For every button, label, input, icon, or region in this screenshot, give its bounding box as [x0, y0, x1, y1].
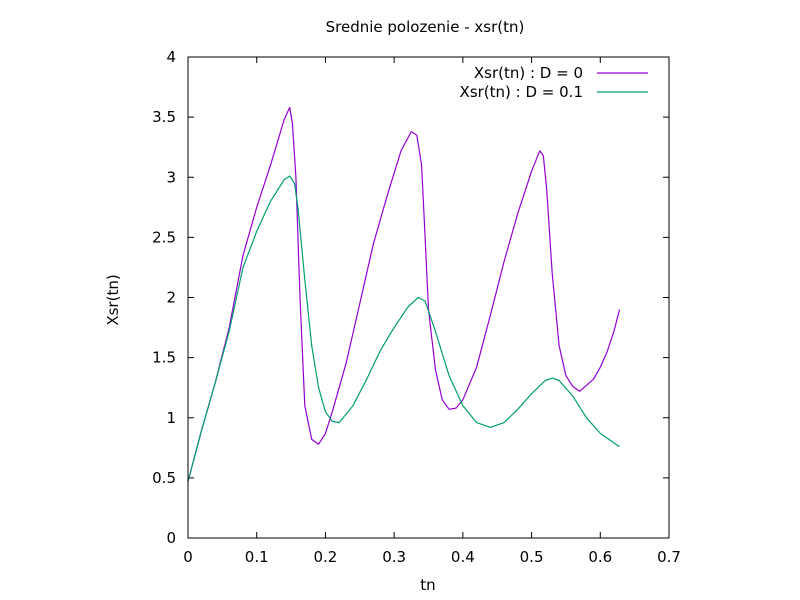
y-tick-label: 0 [166, 529, 176, 547]
y-tick-label: 2 [166, 289, 176, 307]
x-axis-label: tn [420, 576, 435, 594]
x-axis: 0 0.1 0.2 0.3 0.4 0.5 0.6 0.7 [183, 57, 681, 566]
y-tick-label: 3 [166, 168, 176, 186]
x-tick-label: 0.3 [382, 548, 406, 566]
y-tick-label: 2.5 [152, 228, 176, 246]
x-tick-label: 0.5 [520, 548, 544, 566]
x-tick-label: 0 [183, 548, 193, 566]
legend-label: Xsr(tn) : D = 0.1 [460, 83, 583, 101]
y-tick-label: 1.5 [152, 349, 176, 367]
y-axis: 0 0.5 1 1.5 2 2.5 3 3.5 4 [152, 48, 669, 547]
y-tick-label: 1 [166, 409, 176, 427]
legend-label: Xsr(tn) : D = 0 [474, 64, 583, 82]
x-tick-label: 0.6 [588, 548, 612, 566]
x-tick-label: 0.7 [657, 548, 681, 566]
x-tick-label: 0.1 [245, 548, 269, 566]
plot-area [187, 106, 621, 482]
x-tick-label: 0.4 [451, 548, 475, 566]
y-tick-label: 4 [166, 48, 176, 66]
x-tick-label: 0.2 [313, 548, 337, 566]
series-line [187, 175, 620, 482]
y-tick-label: 3.5 [152, 108, 176, 126]
series-line [187, 106, 621, 482]
chart-title: Srednie polozenie - xsr(tn) [326, 18, 525, 36]
y-axis-label: Xsr(tn) [104, 274, 122, 325]
y-tick-label: 0.5 [152, 469, 176, 487]
plot-frame [187, 56, 670, 539]
